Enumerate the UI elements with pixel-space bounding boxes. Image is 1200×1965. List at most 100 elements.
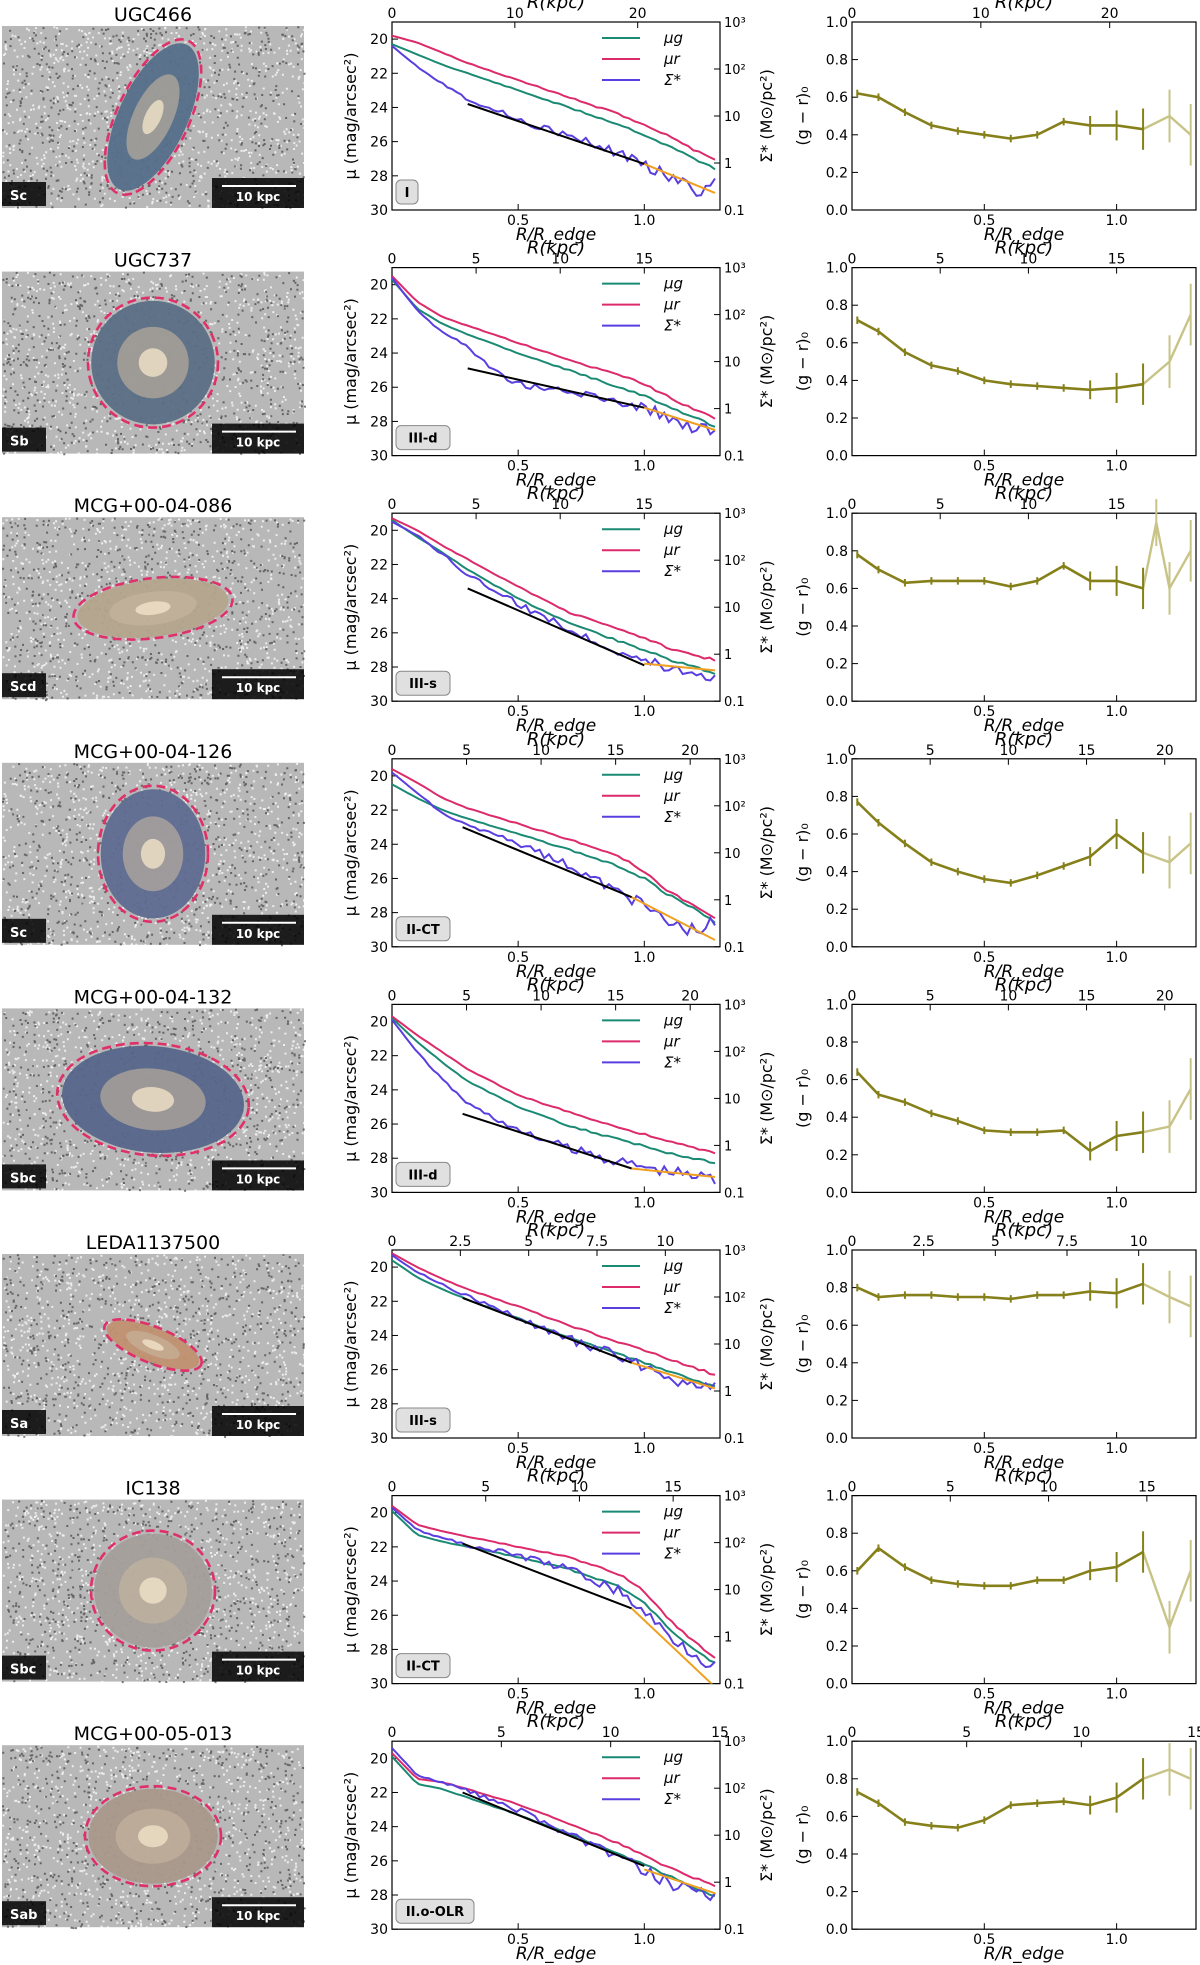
sigma-series <box>392 1254 716 1391</box>
inner-disk-fit <box>462 826 633 899</box>
redge-tick-label: 0.5 <box>973 704 995 720</box>
kpc-tick-label: 0 <box>848 252 857 268</box>
break-type-box <box>395 425 451 451</box>
color-axis-label: (g − r)₀ <box>793 86 812 145</box>
redge-tick-label: 0.5 <box>973 1195 995 1211</box>
kpc-tick-label: 10 <box>1040 1480 1058 1496</box>
kpc-axis-label: R(kpc) <box>995 1466 1053 1487</box>
redge-axis-label: R/R_edge <box>516 1207 596 1227</box>
mu-r-series <box>392 1505 716 1659</box>
mu-tick-label: 30 <box>370 1677 388 1693</box>
inner-disk-fit <box>462 1296 633 1364</box>
morph-type-label: Scd <box>10 680 36 695</box>
kpc-tick-label: 5 <box>481 1480 490 1496</box>
redge-axis-label: R/R_edge <box>984 1944 1064 1964</box>
mu-tick-label: 26 <box>370 1117 388 1133</box>
sigma-tick-label: 10³ <box>724 1735 746 1750</box>
color-axis-label: (g − r)₀ <box>793 332 812 391</box>
mu-tick-label: 20 <box>370 523 388 539</box>
sigma-tick-label: 0.1 <box>724 1432 745 1447</box>
kpc-tick-label: 10 <box>999 743 1017 759</box>
kpc-tick-label: 15 <box>664 1480 682 1496</box>
sigma-axis-label: Σ* (M⊙/pc²) <box>757 315 776 409</box>
mu-axis-label: μ (mag/arcsec²) <box>341 298 360 425</box>
redge-tick-label: 0.5 <box>973 1441 995 1457</box>
outer-disk-fit <box>631 1607 713 1684</box>
mu-axis-label: μ (mag/arcsec²) <box>341 544 360 671</box>
mu-tick-label: 24 <box>370 1328 388 1344</box>
mu-tick-label: 28 <box>370 1888 388 1904</box>
mu-tick-label: 26 <box>370 135 388 151</box>
color-profile-inner <box>856 1777 1144 1830</box>
kpc-axis-label: R(kpc) <box>527 729 585 750</box>
inner-disk-fit <box>467 367 645 409</box>
outer-disk-fit <box>631 1167 716 1178</box>
sigma-tick-label: 1 <box>724 648 732 663</box>
mu-tick-label: 24 <box>370 100 388 116</box>
redge-tick-label: 1.0 <box>1105 459 1127 475</box>
redge-tick-label: 0.5 <box>973 213 995 229</box>
color-tick-label: 0.4 <box>826 1601 848 1617</box>
sigma-tick-label: 10 <box>724 1338 741 1353</box>
profile-axes-frame <box>391 267 721 457</box>
sigma-tick-label: 0.1 <box>724 204 745 219</box>
color-axis-label: (g − r)₀ <box>793 1806 812 1865</box>
sigma-axis-label: Σ* (M⊙/pc²) <box>757 1543 776 1637</box>
kpc-tick-label: 10 <box>506 6 524 22</box>
redge-tick-label: 1.0 <box>1105 1687 1127 1703</box>
redge-tick-label: 1.0 <box>1105 213 1127 229</box>
mu-tick-label: 30 <box>370 1431 388 1447</box>
redge-tick-label: 0.5 <box>973 459 995 475</box>
galaxy-core <box>138 1825 168 1848</box>
color-tick-label: 0.4 <box>826 128 848 144</box>
sigma-tick-label: 0.1 <box>724 941 745 956</box>
color-axes-frame <box>851 1494 1197 1685</box>
color-profile <box>856 89 1192 166</box>
kpc-axis-label: R(kpc) <box>527 1711 585 1732</box>
edge-ellipse <box>55 1041 251 1158</box>
mu-tick-label: 22 <box>370 312 388 328</box>
kpc-tick-label: 5 <box>462 743 471 759</box>
break-type-box <box>395 916 451 942</box>
color-tick-label: 0.4 <box>826 1847 848 1863</box>
sigma-tick-label: 10 <box>724 1092 741 1107</box>
redge-tick-label: 1.0 <box>633 213 655 229</box>
color-tick-label: 0.0 <box>826 1922 848 1938</box>
morph-label-bg <box>2 1164 46 1189</box>
galaxy-body <box>103 1318 203 1372</box>
galaxy-core <box>140 838 166 869</box>
kpc-tick-label: 5 <box>991 1234 1000 1250</box>
kpc-tick-label: 0 <box>388 1234 397 1250</box>
galaxy-core <box>131 1086 175 1112</box>
edge-ellipse <box>86 296 220 429</box>
mu-tick-label: 20 <box>370 1751 388 1767</box>
kpc-tick-label: 0 <box>848 1480 857 1496</box>
color-profile <box>856 1058 1192 1161</box>
kpc-tick-label: 0 <box>388 252 397 268</box>
mu-tick-label: 22 <box>370 803 388 819</box>
color-axes-frame <box>851 1249 1197 1439</box>
redge-tick-label: 1.0 <box>633 459 655 475</box>
kpc-tick-label: 15 <box>635 252 653 268</box>
mu-tick-label: 30 <box>370 1922 388 1938</box>
mu-r-series <box>392 34 716 161</box>
kpc-axis-label: R(kpc) <box>995 1220 1053 1241</box>
sigma-tick-label: 1 <box>724 1139 732 1154</box>
mu-tick-label: 24 <box>370 837 388 853</box>
kpc-axis-label: R(kpc) <box>527 1466 585 1487</box>
color-tick-label: 0.8 <box>826 298 848 314</box>
kpc-tick-label: 15 <box>1078 743 1096 759</box>
kpc-tick-label: 7.5 <box>586 1234 608 1250</box>
kpc-tick-label: 10 <box>999 988 1017 1004</box>
mu-tick-label: 26 <box>370 626 388 642</box>
mu-tick-label: 20 <box>370 278 388 294</box>
kpc-axis-label: R(kpc) <box>527 974 585 995</box>
galaxy-row-mcg+00-04-132: MCG+00-04-132 Sbc 10 kpc 20 22 24 26 28 30 0.1 1 10… <box>2 974 1197 1227</box>
kpc-tick-label: 10 <box>972 6 990 22</box>
sigma-tick-label: 10³ <box>724 16 746 31</box>
kpc-tick-label: 0 <box>388 497 397 513</box>
profile-axes-frame <box>391 21 721 211</box>
outer-disk-fit <box>644 662 716 672</box>
color-profile-inner <box>857 92 1144 140</box>
